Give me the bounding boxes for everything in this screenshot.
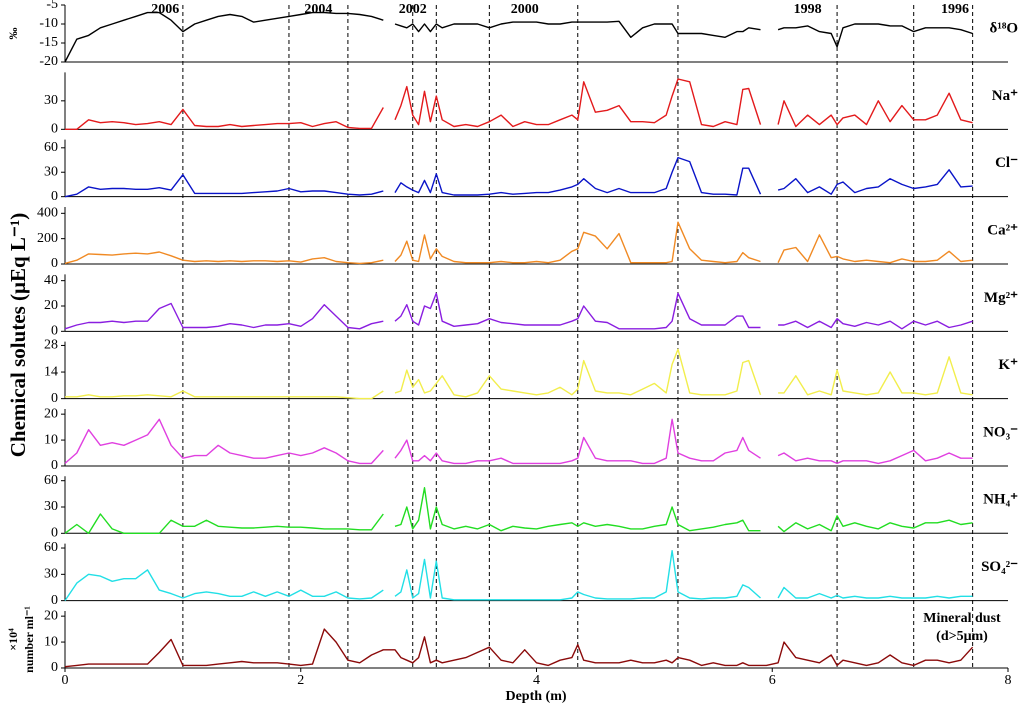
series-label: Na⁺ bbox=[992, 88, 1018, 104]
x-tick-label: 0 bbox=[62, 673, 69, 688]
year-label: 2000 bbox=[511, 2, 539, 17]
series-label: NH₄⁺ bbox=[983, 492, 1018, 508]
y-tick-label: 30 bbox=[44, 567, 58, 582]
series-line bbox=[64, 550, 973, 601]
series-label: SO₄²⁻ bbox=[981, 559, 1018, 575]
y-tick-label: 20 bbox=[44, 608, 58, 623]
series-label: Mg²⁺ bbox=[984, 290, 1018, 306]
y-tick-label: 60 bbox=[44, 473, 58, 488]
x-tick-label: 8 bbox=[1005, 673, 1012, 688]
y-tick-label: 400 bbox=[37, 206, 58, 221]
series-line bbox=[64, 11, 973, 63]
y-tick-label: 0 bbox=[51, 391, 58, 406]
y-tick-label: 30 bbox=[44, 499, 58, 514]
y-tick-label: 0 bbox=[51, 660, 58, 675]
series-line bbox=[64, 628, 974, 668]
year-label: 1998 bbox=[794, 2, 822, 17]
y-unit-label: ×10⁴ bbox=[6, 628, 20, 651]
series-line bbox=[64, 221, 973, 265]
series-label: Cl⁻ bbox=[995, 155, 1018, 171]
y-tick-label: 0 bbox=[51, 526, 58, 541]
x-tick-label: 6 bbox=[769, 673, 776, 688]
y-tick-label: 20 bbox=[44, 406, 58, 421]
y-tick-label: 30 bbox=[44, 93, 58, 108]
series-label: NO₃⁻ bbox=[983, 424, 1018, 440]
y-tick-label: 200 bbox=[37, 231, 58, 246]
y-tick-label: 60 bbox=[44, 140, 58, 155]
y-tick-label: 0 bbox=[51, 324, 58, 339]
y-tick-label: 14 bbox=[44, 364, 58, 379]
series-label: δ¹⁸O bbox=[990, 20, 1018, 36]
series-label: Ca²⁺ bbox=[987, 222, 1018, 238]
x-tick-label: 2 bbox=[297, 673, 304, 688]
y-tick-label: 10 bbox=[44, 634, 58, 649]
x-axis-label: Depth (m) bbox=[505, 689, 566, 704]
y-tick-label: 60 bbox=[44, 540, 58, 555]
y-tick-label: 40 bbox=[44, 273, 58, 288]
y-tick-label: 0 bbox=[51, 593, 58, 608]
series-label: K⁺ bbox=[998, 357, 1018, 373]
y-tick-label: -10 bbox=[39, 16, 58, 31]
series-line bbox=[65, 78, 973, 130]
year-label: 2002 bbox=[399, 2, 427, 17]
y-tick-label: -20 bbox=[39, 54, 58, 69]
series-line bbox=[64, 418, 973, 465]
x-tick-label: 4 bbox=[533, 673, 540, 688]
year-label: 2004 bbox=[304, 2, 332, 17]
series-line bbox=[64, 156, 973, 198]
series-line bbox=[64, 292, 973, 330]
y-tick-label: -5 bbox=[46, 0, 58, 12]
y-tick-label: -15 bbox=[39, 35, 58, 50]
y-tick-label: 0 bbox=[51, 256, 58, 271]
y-tick-label: 0 bbox=[51, 122, 58, 137]
year-label: 2006 bbox=[151, 2, 179, 17]
y-axis-label: Chemical solutes (μEq L⁻¹) bbox=[6, 213, 30, 458]
y-tick-label: 30 bbox=[44, 164, 58, 179]
series-label: Mineral dust bbox=[923, 611, 1001, 626]
y-tick-label: 28 bbox=[44, 338, 58, 353]
y-unit-label: ‰ bbox=[6, 28, 20, 40]
y-tick-label: 0 bbox=[51, 458, 58, 473]
series-line bbox=[65, 348, 973, 400]
y-unit-label: number ml⁻¹ bbox=[22, 606, 36, 673]
series-label-line2: (d>5μm) bbox=[936, 629, 988, 644]
y-tick-label: 0 bbox=[51, 189, 58, 204]
series-line bbox=[64, 487, 973, 534]
y-tick-label: 20 bbox=[44, 298, 58, 313]
year-label: 1996 bbox=[941, 2, 969, 17]
y-tick-label: 10 bbox=[44, 432, 58, 447]
